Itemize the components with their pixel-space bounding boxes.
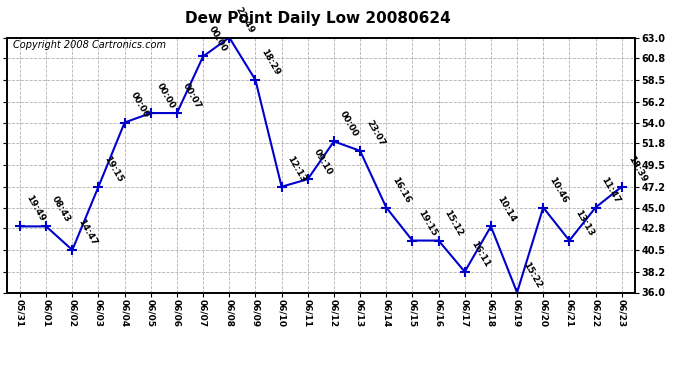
Text: 14:47: 14:47 [77, 217, 99, 247]
Text: 00:00: 00:00 [155, 81, 177, 110]
Text: 00:00: 00:00 [129, 91, 150, 120]
Text: 15:22: 15:22 [521, 260, 543, 290]
Text: 13:13: 13:13 [573, 209, 595, 238]
Text: 12:13: 12:13 [286, 154, 308, 184]
Text: 10:46: 10:46 [547, 176, 569, 205]
Text: 16:11: 16:11 [469, 240, 491, 269]
Text: 00:00: 00:00 [338, 110, 360, 139]
Text: 00:07: 00:07 [181, 81, 203, 110]
Text: 18:39: 18:39 [626, 154, 648, 184]
Text: 18:29: 18:29 [259, 48, 282, 77]
Text: 08:43: 08:43 [50, 194, 72, 224]
Text: 09:10: 09:10 [312, 147, 334, 176]
Text: 00:00: 00:00 [207, 25, 229, 54]
Text: 19:15: 19:15 [417, 209, 439, 238]
Text: 19:15: 19:15 [103, 154, 125, 184]
Text: 23:07: 23:07 [364, 119, 386, 148]
Text: 15:12: 15:12 [443, 209, 465, 238]
Text: 22:49: 22:49 [233, 5, 256, 35]
Text: 16:16: 16:16 [391, 176, 413, 205]
Text: 10:14: 10:14 [495, 194, 518, 224]
Text: 19:49: 19:49 [24, 194, 46, 224]
Text: Copyright 2008 Cartronics.com: Copyright 2008 Cartronics.com [13, 40, 166, 50]
Text: 11:47: 11:47 [600, 175, 622, 205]
Text: Dew Point Daily Low 20080624: Dew Point Daily Low 20080624 [184, 11, 451, 26]
